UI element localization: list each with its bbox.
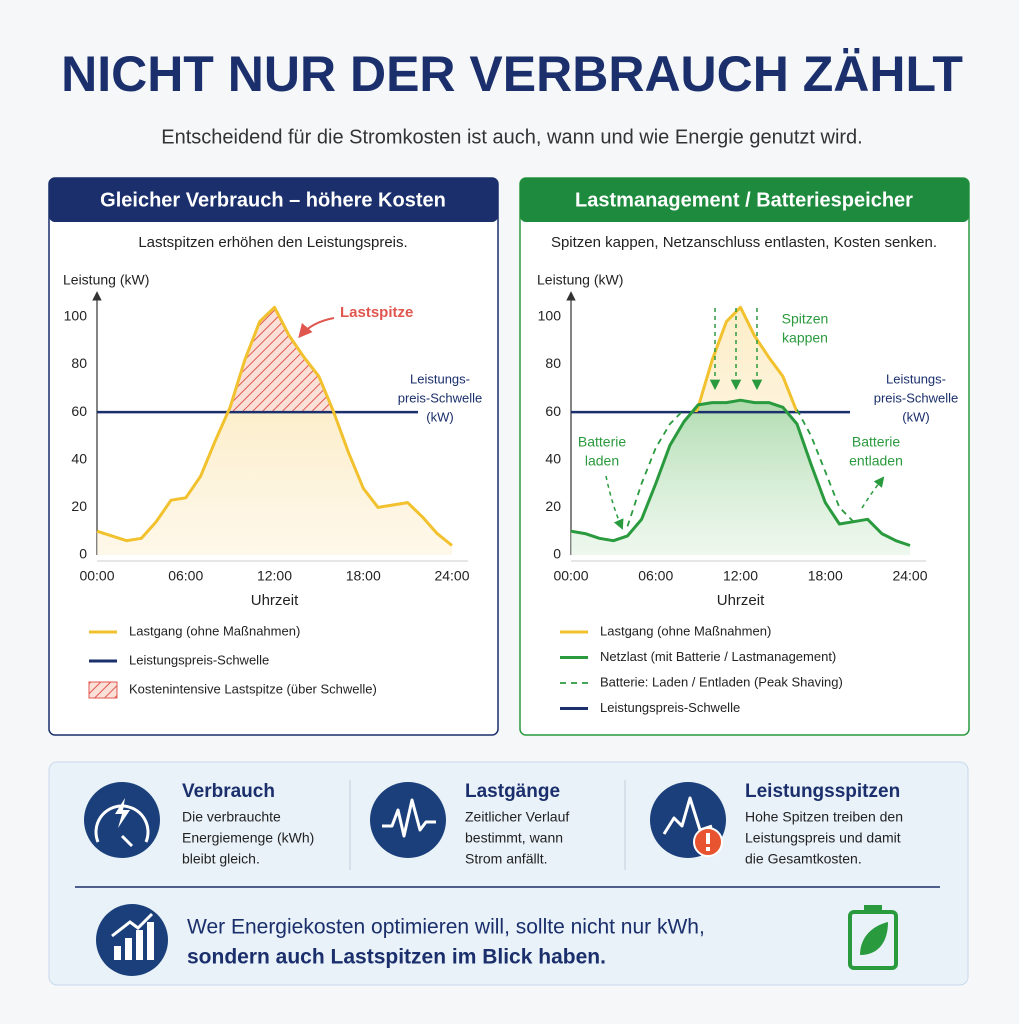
info-text: Zeitlicher Verlauf [465, 809, 569, 825]
x-tick-label: 24:00 [892, 568, 927, 584]
legend-label: Lastgang (ohne Maßnahmen) [600, 623, 771, 638]
x-axis-label: Uhrzeit [251, 592, 299, 609]
y-tick-label: 60 [71, 403, 87, 419]
annotation-arrow [861, 476, 885, 509]
annotation: Leistungs- [410, 371, 470, 386]
area-fill [97, 307, 452, 555]
legend-label: Kostenintensive Lastspitze (über Schwell… [129, 681, 377, 696]
legend-label: Netzlast (mit Batterie / Lastmanagement) [600, 649, 836, 664]
annotation: Leistungs- [886, 371, 946, 386]
info-title: Lastgänge [465, 781, 560, 802]
y-tick-label: 20 [545, 498, 561, 514]
legend-label: Leistungspreis-Schwelle [600, 700, 740, 715]
page-title: NICHT NUR DER VERBRAUCH ZÄHLT [61, 46, 963, 102]
y-tick-label: 80 [545, 355, 561, 371]
y-tick-label: 100 [64, 308, 88, 324]
annotation: laden [585, 453, 619, 469]
y-tick-label: 0 [553, 546, 561, 562]
icon-battery [848, 905, 898, 970]
icon-growth [96, 904, 168, 976]
panel-header [49, 178, 498, 222]
y-tick-label: 20 [71, 498, 87, 514]
info-text: Strom anfällt. [465, 851, 547, 867]
icon-load-profile [370, 782, 446, 858]
panel-header [520, 178, 969, 222]
series-line [96, 305, 453, 547]
annotation: Lastspitze [340, 304, 413, 321]
legend-label: Batterie: Laden / Entladen (Peak Shaving… [600, 674, 843, 689]
info-text: die Gesamtkosten. [745, 851, 862, 867]
x-tick-label: 06:00 [638, 568, 673, 584]
peak-area [228, 307, 334, 413]
annotation-arrow [605, 475, 624, 530]
x-tick-label: 06:00 [168, 568, 203, 584]
annotation: entladen [849, 453, 903, 469]
y-tick-label: 40 [71, 450, 87, 466]
y-axis-label: Leistung (kW) [63, 272, 149, 288]
x-tick-label: 00:00 [79, 568, 114, 584]
message: Wer Energiekosten optimieren will, sollt… [187, 916, 705, 939]
x-tick-label: 18:00 [346, 568, 381, 584]
y-tick-label: 100 [538, 308, 562, 324]
legend-label: Leistungspreis-Schwelle [129, 652, 269, 667]
info-box [48, 761, 969, 986]
info-text: Energiemenge (kWh) [182, 830, 314, 846]
x-tick-label: 24:00 [434, 568, 469, 584]
info-text: Die verbrauchte [182, 809, 281, 825]
info-title: Verbrauch [182, 781, 275, 802]
page-subtitle: Entscheidend für die Stromkosten ist auc… [161, 126, 863, 148]
info-text: bleibt gleich. [182, 851, 260, 867]
annotation: Batterie [578, 434, 626, 450]
annotation-arrow [298, 317, 335, 339]
annotation: preis-Schwelle [398, 390, 483, 405]
panel-title: Gleicher Verbrauch – höhere Kosten [100, 189, 446, 211]
series-line [694, 305, 799, 413]
panel-title: Lastmanagement / Batteriespeicher [575, 189, 913, 211]
annotation: Batterie [852, 434, 900, 450]
annotation: (kW) [902, 409, 929, 424]
y-axis-label: Leistung (kW) [537, 272, 623, 288]
info-text: bestimmt, wann [465, 830, 563, 846]
y-tick-label: 60 [545, 403, 561, 419]
icon-peaks [650, 782, 726, 858]
icon-consumption [84, 782, 160, 858]
x-tick-label: 12:00 [257, 568, 292, 584]
legend-label: Lastgang (ohne Maßnahmen) [129, 623, 300, 638]
y-tick-label: 80 [71, 355, 87, 371]
x-axis-label: Uhrzeit [717, 592, 765, 609]
x-tick-label: 18:00 [808, 568, 843, 584]
annotation: preis-Schwelle [874, 390, 959, 405]
battery-line [626, 409, 855, 527]
message: sondern auch Lastspitzen im Blick haben. [187, 946, 606, 969]
info-text: Hohe Spitzen treiben den [745, 809, 903, 825]
y-tick-label: 40 [545, 450, 561, 466]
y-tick-label: 0 [79, 546, 87, 562]
legend-swatch [88, 681, 118, 699]
annotation: Spitzen [782, 311, 829, 327]
area-fill [571, 400, 910, 555]
panel-subtitle: Spitzen kappen, Netzanschluss entlasten,… [551, 234, 937, 251]
x-tick-label: 12:00 [723, 568, 758, 584]
info-title: Leistungsspitzen [745, 781, 900, 802]
panel-subtitle: Lastspitzen erhöhen den Leistungspreis. [138, 234, 407, 251]
info-text: Leistungspreis und damit [745, 830, 901, 846]
annotation: kappen [782, 330, 828, 346]
x-tick-label: 00:00 [553, 568, 588, 584]
area-fill [696, 307, 797, 413]
annotation: (kW) [426, 409, 453, 424]
